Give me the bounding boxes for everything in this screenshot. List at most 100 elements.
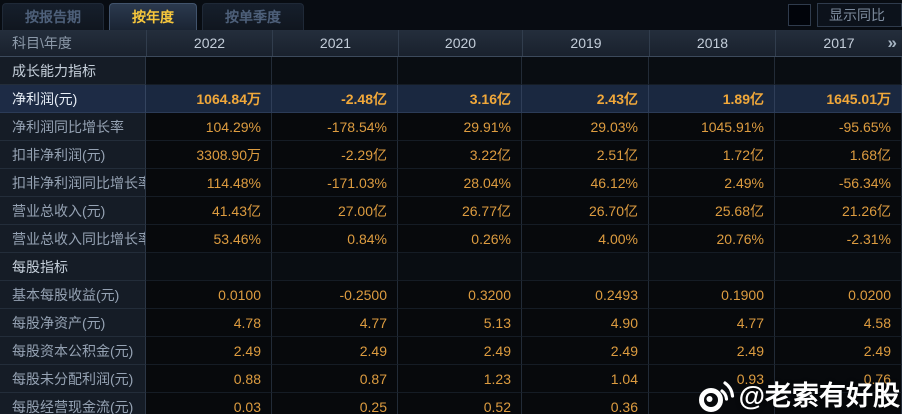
value-cell: 2.49% bbox=[649, 169, 775, 197]
value-cell bbox=[649, 253, 775, 281]
year-header-2017: 2017» bbox=[775, 30, 902, 56]
row-label-cell: 每股指标 bbox=[0, 253, 146, 281]
value-cell bbox=[522, 253, 649, 281]
row-label-cell: 每股资本公积金(元) bbox=[0, 337, 146, 365]
yoy-control-group: 显示同比 bbox=[788, 3, 902, 27]
value-cell: 1645.01万 bbox=[775, 85, 902, 113]
tab-by-quarter[interactable]: 按单季度 bbox=[202, 3, 304, 30]
year-header-2020: 2020 bbox=[398, 30, 522, 56]
value-cell: 3.22亿 bbox=[398, 141, 522, 169]
value-cell: 53.46% bbox=[146, 225, 272, 253]
table-row[interactable]: 营业总收入同比增长率 53.46% 0.84% 0.26% 4.00% 20.76% -2.… bbox=[0, 225, 902, 253]
value-cell: -2.48亿 bbox=[272, 85, 398, 113]
value-cell: 4.77 bbox=[649, 309, 775, 337]
table-row[interactable]: 每股经营现金流(元) 0.03 0.25 0.52 0.36 bbox=[0, 393, 902, 414]
value-cell: 0.88 bbox=[146, 365, 272, 393]
value-cell: -56.34% bbox=[775, 169, 902, 197]
value-cell bbox=[398, 253, 522, 281]
year-header-2021: 2021 bbox=[272, 30, 398, 56]
row-label-cell: 基本每股收益(元) bbox=[0, 281, 146, 309]
table-row[interactable]: 扣非净利润同比增长率 114.48% -171.03% 28.04% 46.12% 2.4… bbox=[0, 169, 902, 197]
value-cell: 29.91% bbox=[398, 113, 522, 141]
tab-by-report-period[interactable]: 按报告期 bbox=[2, 3, 104, 30]
value-cell: -95.65% bbox=[775, 113, 902, 141]
value-cell: 2.43亿 bbox=[522, 85, 649, 113]
value-cell: 0.26% bbox=[398, 225, 522, 253]
table-row[interactable]: 基本每股收益(元) 0.0100 -0.2500 0.3200 0.2493 0.1900… bbox=[0, 281, 902, 309]
value-cell: 1.68亿 bbox=[775, 141, 902, 169]
value-cell bbox=[775, 393, 902, 414]
row-label-cell: 净利润(元) bbox=[0, 85, 146, 113]
value-cell: 0.36 bbox=[522, 393, 649, 414]
table-row[interactable]: 每股资本公积金(元) 2.49 2.49 2.49 2.49 2.49 2.49 bbox=[0, 337, 902, 365]
value-cell: -178.54% bbox=[272, 113, 398, 141]
value-cell: 1.72亿 bbox=[649, 141, 775, 169]
value-cell: 0.2493 bbox=[522, 281, 649, 309]
value-cell: 1045.91% bbox=[649, 113, 775, 141]
year-header-2019: 2019 bbox=[522, 30, 649, 56]
value-cell: 1.04 bbox=[522, 365, 649, 393]
value-cell: 0.3200 bbox=[398, 281, 522, 309]
row-label-cell: 营业总收入(元) bbox=[0, 197, 146, 225]
row-label-cell: 净利润同比增长率 bbox=[0, 113, 146, 141]
value-cell bbox=[146, 253, 272, 281]
value-cell: -0.2500 bbox=[272, 281, 398, 309]
value-cell: 1.89亿 bbox=[649, 85, 775, 113]
value-cell: 2.49 bbox=[775, 337, 902, 365]
value-cell: 21.26亿 bbox=[775, 197, 902, 225]
value-cell: 0.03 bbox=[146, 393, 272, 414]
value-cell: 0.93 bbox=[649, 365, 775, 393]
value-cell: 1064.84万 bbox=[146, 85, 272, 113]
highlight-row[interactable]: 净利润(元) 1064.84万 -2.48亿 3.16亿 2.43亿 1.89亿 1645.… bbox=[0, 85, 902, 113]
row-label-cell: 每股净资产(元) bbox=[0, 309, 146, 337]
show-yoy-checkbox[interactable] bbox=[788, 4, 811, 26]
row-label-cell: 扣非净利润同比增长率 bbox=[0, 169, 146, 197]
value-cell: 2.51亿 bbox=[522, 141, 649, 169]
value-cell: 4.77 bbox=[272, 309, 398, 337]
value-cell: 0.1900 bbox=[649, 281, 775, 309]
table-row[interactable]: 每股未分配利润(元) 0.88 0.87 1.23 1.04 0.93 0.76 bbox=[0, 365, 902, 393]
value-cell: 41.43亿 bbox=[146, 197, 272, 225]
value-cell: 29.03% bbox=[522, 113, 649, 141]
more-years-icon[interactable]: » bbox=[887, 33, 898, 52]
table-row[interactable]: 每股净资产(元) 4.78 4.77 5.13 4.90 4.77 4.58 bbox=[0, 309, 902, 337]
value-cell: 4.58 bbox=[775, 309, 902, 337]
value-cell: 25.68亿 bbox=[649, 197, 775, 225]
table-row[interactable]: 营业总收入(元) 41.43亿 27.00亿 26.77亿 26.70亿 25.68亿 21… bbox=[0, 197, 902, 225]
value-cell: 104.29% bbox=[146, 113, 272, 141]
value-cell bbox=[775, 253, 902, 281]
value-cell: 3308.90万 bbox=[146, 141, 272, 169]
value-cell: 0.87 bbox=[272, 365, 398, 393]
table-row[interactable]: 净利润同比增长率 104.29% -178.54% 29.91% 29.03% 1045.… bbox=[0, 113, 902, 141]
value-cell: 2.49 bbox=[649, 337, 775, 365]
value-cell: 28.04% bbox=[398, 169, 522, 197]
section-row: 成长能力指标 bbox=[0, 57, 902, 85]
section-row: 每股指标 bbox=[0, 253, 902, 281]
value-cell: 46.12% bbox=[522, 169, 649, 197]
value-cell: 114.48% bbox=[146, 169, 272, 197]
show-yoy-label[interactable]: 显示同比 bbox=[817, 3, 902, 27]
row-label-cell: 每股经营现金流(元) bbox=[0, 393, 146, 414]
value-cell: 20.76% bbox=[649, 225, 775, 253]
value-cell: 0.84% bbox=[272, 225, 398, 253]
row-label-cell: 每股未分配利润(元) bbox=[0, 365, 146, 393]
value-cell: 4.00% bbox=[522, 225, 649, 253]
value-cell bbox=[649, 393, 775, 414]
value-cell: 1.23 bbox=[398, 365, 522, 393]
table-row[interactable]: 扣非净利润(元) 3308.90万 -2.29亿 3.22亿 2.51亿 1.72亿 1.6… bbox=[0, 141, 902, 169]
value-cell: -2.29亿 bbox=[272, 141, 398, 169]
value-cell: 0.0200 bbox=[775, 281, 902, 309]
value-cell: -171.03% bbox=[272, 169, 398, 197]
value-cell: -2.31% bbox=[775, 225, 902, 253]
value-cell: 2.49 bbox=[522, 337, 649, 365]
value-cell: 0.0100 bbox=[146, 281, 272, 309]
corner-header-cell: 科目\年度 bbox=[12, 35, 72, 51]
tab-by-year[interactable]: 按年度 bbox=[109, 3, 197, 30]
value-cell: 2.49 bbox=[398, 337, 522, 365]
value-cell bbox=[522, 57, 649, 85]
value-cell: 4.78 bbox=[146, 309, 272, 337]
value-cell bbox=[398, 57, 522, 85]
value-cell: 2.49 bbox=[272, 337, 398, 365]
row-label-cell: 扣非净利润(元) bbox=[0, 141, 146, 169]
value-cell: 0.52 bbox=[398, 393, 522, 414]
